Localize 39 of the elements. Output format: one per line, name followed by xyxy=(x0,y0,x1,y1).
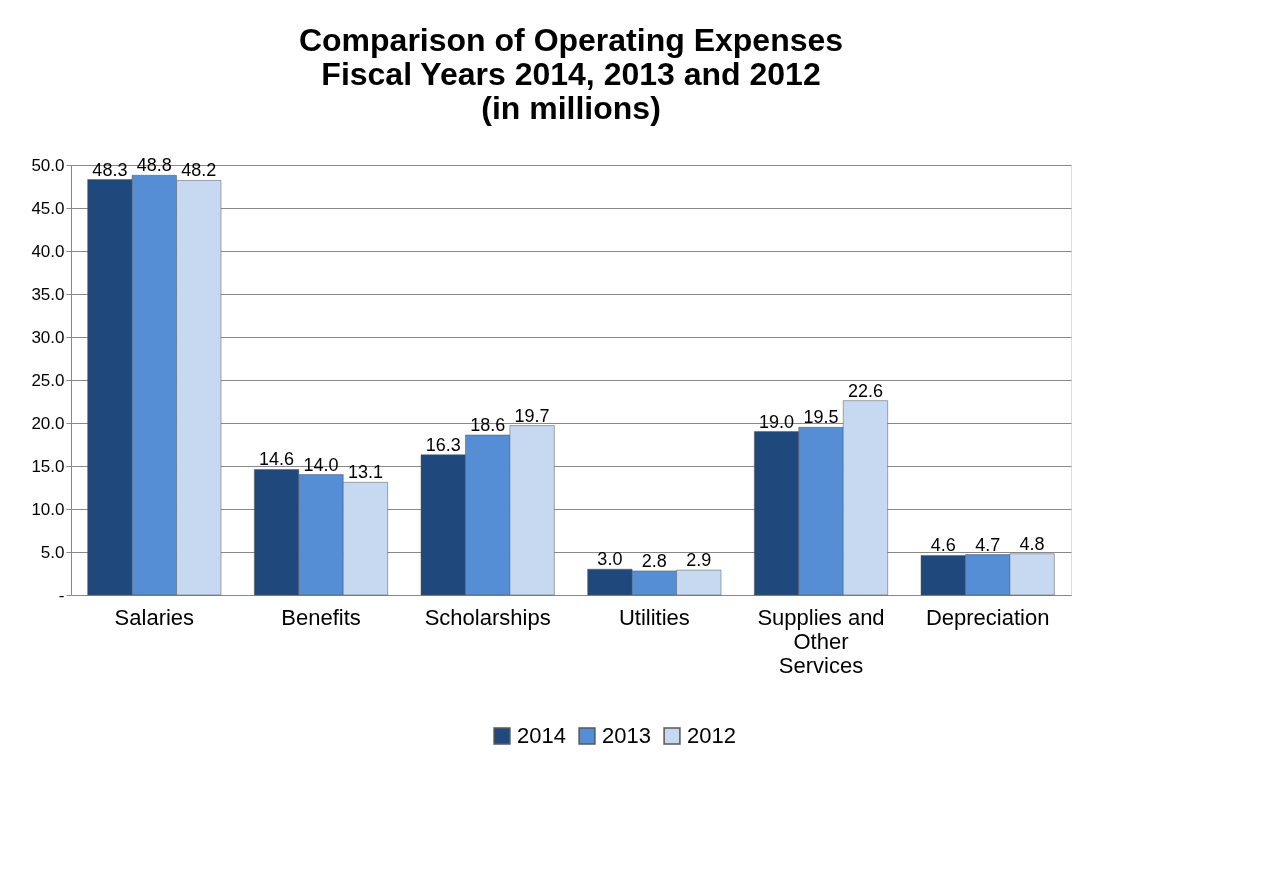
x-tick-label: Utilities xyxy=(618,604,690,630)
data-label: 13.1 xyxy=(347,462,383,483)
data-label: 48.8 xyxy=(136,155,172,176)
y-tick-label: 35.0 xyxy=(31,284,65,304)
chart-title: Comparison of Operating Expenses Fiscal Years 2014, 2013 and 2012 (in millions) xyxy=(298,22,844,126)
y-tick-label: 15.0 xyxy=(31,456,65,476)
data-label: 19.0 xyxy=(759,411,795,432)
y-tick-label: 40.0 xyxy=(31,241,65,261)
y-tick-label: 45.0 xyxy=(31,198,65,218)
y-tick-label: - xyxy=(58,585,65,605)
x-tick-label: Depreciation xyxy=(925,604,1050,630)
data-label: 22.6 xyxy=(847,380,883,401)
y-tick-label: 25.0 xyxy=(31,370,65,390)
legend-label: 2014 xyxy=(517,723,566,748)
legend-label: 2012 xyxy=(687,723,736,748)
data-label: 4.7 xyxy=(975,534,1001,555)
x-tick-label: Salaries xyxy=(114,604,195,630)
x-tick-label: Benefits xyxy=(281,604,361,630)
y-tick-label: 5.0 xyxy=(40,542,65,562)
data-label: 3.0 xyxy=(597,549,623,570)
data-label: 18.6 xyxy=(470,415,506,436)
data-label: 48.2 xyxy=(181,160,217,181)
data-label: 14.0 xyxy=(303,454,339,475)
data-label: 19.5 xyxy=(803,407,839,428)
y-tick-label: 10.0 xyxy=(31,499,65,519)
data-label: 2.8 xyxy=(641,550,667,571)
data-label: 19.7 xyxy=(514,405,550,426)
y-tick-label: 30.0 xyxy=(31,327,65,347)
legend-label: 2013 xyxy=(602,723,651,748)
x-tick-label: Supplies and Other Services xyxy=(757,604,885,678)
x-tick-label: Scholarships xyxy=(424,604,551,630)
y-tick-label: 20.0 xyxy=(31,413,65,433)
data-label: 4.8 xyxy=(1019,533,1045,554)
data-label: 48.3 xyxy=(92,159,128,180)
data-label: 2.9 xyxy=(686,550,712,571)
data-label: 16.3 xyxy=(425,434,461,455)
y-tick-label: 50.0 xyxy=(31,155,65,175)
data-label: 4.6 xyxy=(930,535,956,556)
data-label: 14.6 xyxy=(259,449,295,470)
